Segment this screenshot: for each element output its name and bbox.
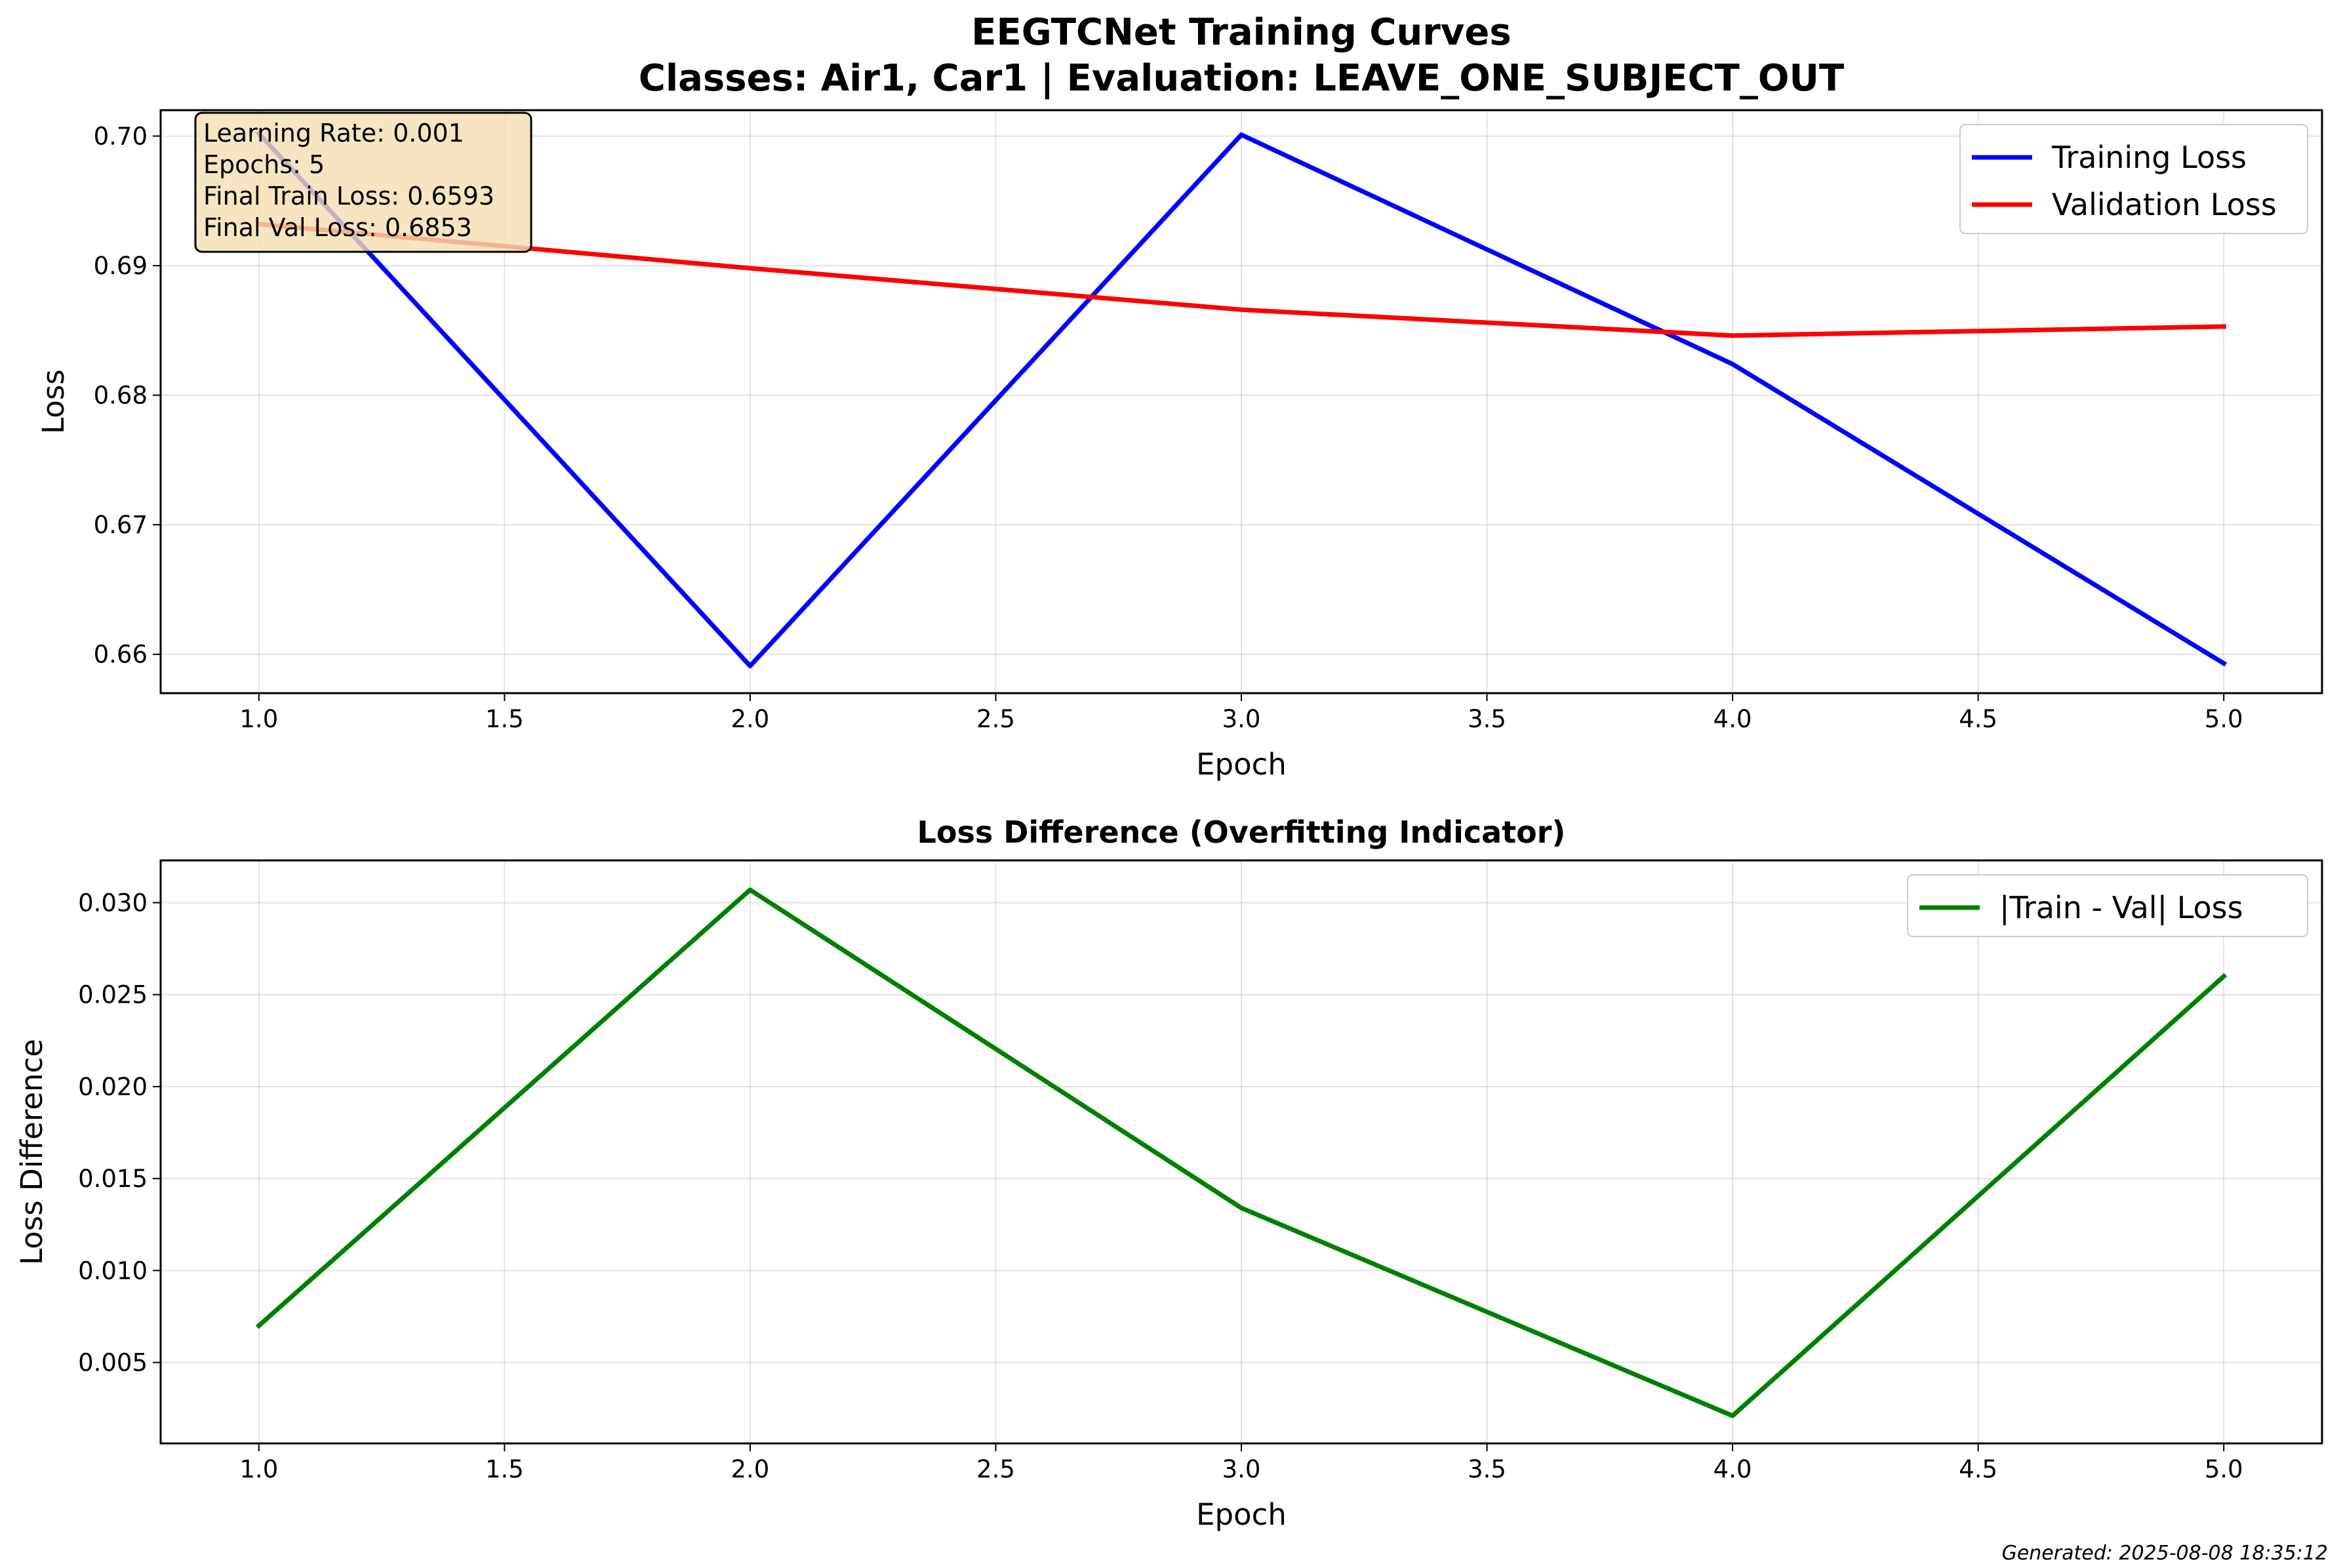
- figure-title-line1: EEGTCNet Training Curves: [971, 11, 1511, 54]
- x-tick-label: 2.5: [976, 705, 1015, 733]
- x-tick-label: 1.5: [485, 705, 524, 733]
- x-tick-label: 1.5: [485, 1455, 524, 1483]
- plot-frame: [159, 859, 2323, 1445]
- x-tick-label: 5.0: [2205, 1455, 2243, 1483]
- x-tick-label: 2.0: [731, 705, 769, 733]
- training-loss-chart: 1.0 1.5 2.0 2.5 3.0 3.5 4.0 4.5 5.0 0.66 0.67 0.68 0…: [36, 109, 2323, 782]
- x-tick-label: 4.5: [1959, 705, 1997, 733]
- series-line-train-val-loss: [255, 887, 2228, 1418]
- info-box-line: Epochs: 5: [203, 150, 325, 179]
- x-axis-label: Epoch: [1196, 747, 1287, 782]
- plot-frame: [159, 109, 2323, 694]
- x-tick-label: 2.5: [976, 1455, 1015, 1483]
- y-tick-label: 0.025: [78, 981, 148, 1009]
- series-line-validation-loss: [256, 222, 2226, 338]
- info-box-line: Learning Rate: 0.001: [203, 119, 464, 148]
- y-tick-label: 0.66: [94, 641, 148, 669]
- y-tick-label: 0.015: [78, 1165, 148, 1193]
- x-tick-label: 3.0: [1222, 1455, 1261, 1483]
- y-tick-label: 0.67: [94, 511, 148, 539]
- generated-timestamp: Generated: 2025-08-08 18:35:12: [2002, 1542, 2328, 1565]
- x-tick-label: 4.0: [1713, 1455, 1752, 1483]
- y-axis-label: Loss: [36, 369, 71, 434]
- info-box-line: Final Val Loss: 0.6853: [203, 213, 472, 242]
- x-axis-label: Epoch: [1196, 1497, 1287, 1532]
- legend-label: |Train - Val| Loss: [1999, 890, 2243, 926]
- x-tick-label: 4.0: [1713, 705, 1752, 733]
- panel-title: Loss Difference (Overfitting Indicator): [917, 814, 1566, 850]
- legend-label: Validation Loss: [2052, 187, 2277, 222]
- y-tick-label: 0.70: [94, 123, 148, 151]
- y-tick-label: 0.68: [94, 382, 148, 410]
- x-tick-label: 1.0: [239, 1455, 278, 1483]
- x-tick-label: 3.0: [1222, 705, 1261, 733]
- y-tick-label: 0.010: [78, 1256, 148, 1285]
- x-tick-label: 2.0: [731, 1455, 769, 1483]
- x-tick-label: 1.0: [239, 705, 278, 733]
- y-axis-label: Loss Difference: [14, 1039, 49, 1265]
- x-tick-label: 3.5: [1468, 1455, 1506, 1483]
- legend-label: Training Loss: [2051, 140, 2247, 175]
- figure-title-line2: Classes: Air1, Car1 | Evaluation: LEAVE_…: [639, 57, 1844, 100]
- x-tick-label: 5.0: [2205, 705, 2243, 733]
- y-tick-label: 0.69: [94, 252, 148, 280]
- legend-box: [1907, 874, 2308, 937]
- info-box: [194, 111, 532, 253]
- info-box-line: Final Train Loss: 0.6593: [203, 182, 494, 211]
- y-tick-label: 0.020: [78, 1073, 148, 1101]
- x-tick-label: 4.5: [1959, 1455, 1997, 1483]
- y-tick-label: 0.005: [78, 1349, 148, 1377]
- loss-difference-chart: 1.0 1.5 2.0 2.5 3.0 3.5 4.0 4.5 5.0 0.005 0.010 0.0…: [14, 814, 2323, 1532]
- x-tick-label: 3.5: [1468, 705, 1506, 733]
- series-line-training-loss: [255, 130, 2228, 668]
- y-tick-label: 0.030: [78, 889, 148, 917]
- legend-box: [1959, 124, 2308, 234]
